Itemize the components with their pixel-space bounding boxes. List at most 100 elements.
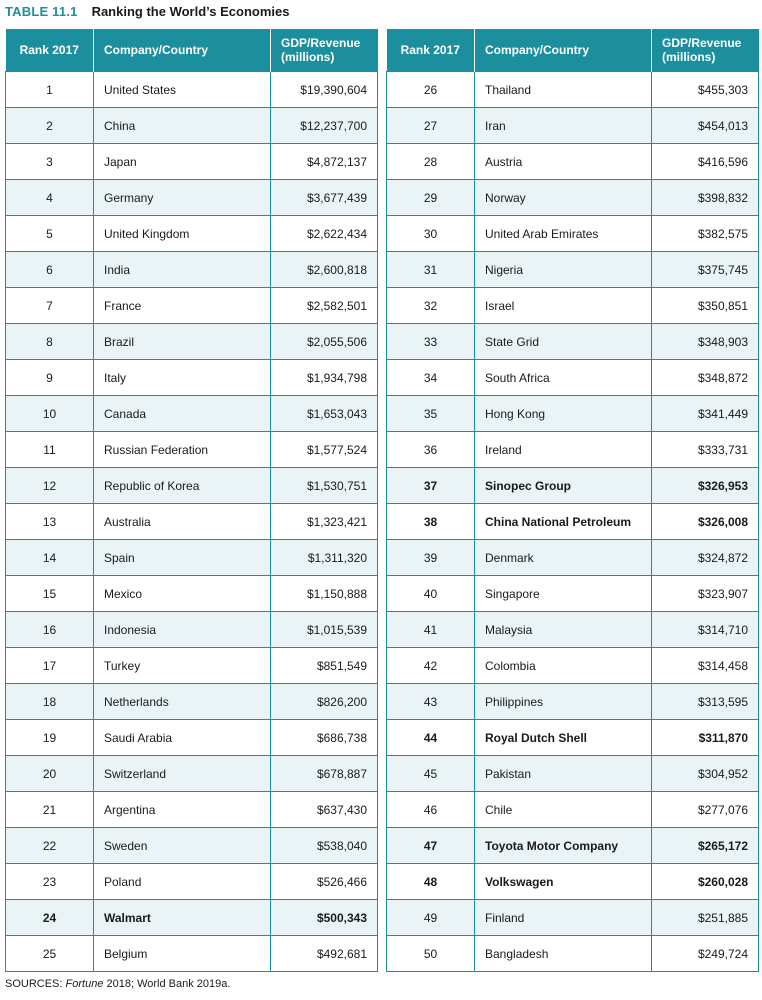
rank-cell: 16 xyxy=(5,611,94,648)
rank-cell: 33 xyxy=(386,323,475,360)
name-cell: United Arab Emirates xyxy=(474,215,652,252)
name-cell: Royal Dutch Shell xyxy=(474,719,652,756)
rank-cell: 37 xyxy=(386,467,475,504)
table-row: 14 Spain $1,311,320 xyxy=(5,539,378,576)
value-cell: $1,150,888 xyxy=(270,575,378,612)
table-row: 19 Saudi Arabia $686,738 xyxy=(5,719,378,756)
value-cell: $3,677,439 xyxy=(270,179,378,216)
name-cell: Philippines xyxy=(474,683,652,720)
name-cell: China National Petroleum xyxy=(474,503,652,540)
value-cell: $1,653,043 xyxy=(270,395,378,432)
value-cell: $313,595 xyxy=(651,683,759,720)
name-cell: Mexico xyxy=(93,575,271,612)
rank-cell: 23 xyxy=(5,863,94,900)
header-rank: Rank 2017 xyxy=(386,29,475,72)
table-row: 31 Nigeria $375,745 xyxy=(386,251,759,288)
value-cell: $265,172 xyxy=(651,827,759,864)
name-cell: Malaysia xyxy=(474,611,652,648)
sources-publication: Fortune xyxy=(65,978,104,990)
name-cell: United Kingdom xyxy=(93,215,271,252)
table-row: 35 Hong Kong $341,449 xyxy=(386,395,759,432)
value-cell: $350,851 xyxy=(651,287,759,324)
table-row: 49 Finland $251,885 xyxy=(386,899,759,936)
rank-cell: 17 xyxy=(5,647,94,684)
value-cell: $492,681 xyxy=(270,935,378,972)
sources-prefix: SOURCES: xyxy=(5,978,66,990)
table-row: 25 Belgium $492,681 xyxy=(5,935,378,972)
rank-cell: 38 xyxy=(386,503,475,540)
table-row: 43 Philippines $313,595 xyxy=(386,683,759,720)
name-cell: Russian Federation xyxy=(93,431,271,468)
name-cell: Singapore xyxy=(474,575,652,612)
table-row: 7 France $2,582,501 xyxy=(5,287,378,324)
table-row: 47 Toyota Motor Company $265,172 xyxy=(386,827,759,864)
rank-cell: 26 xyxy=(386,71,475,108)
value-cell: $455,303 xyxy=(651,71,759,108)
rank-cell: 4 xyxy=(5,179,94,216)
rank-cell: 12 xyxy=(5,467,94,504)
value-cell: $826,200 xyxy=(270,683,378,720)
table-body-left: 1 United States $19,390,604 2 China $12,237,7… xyxy=(5,71,378,972)
name-cell: Chile xyxy=(474,791,652,828)
table-row: 3 Japan $4,872,137 xyxy=(5,143,378,180)
table-row: 5 United Kingdom $2,622,434 xyxy=(5,215,378,252)
name-cell: India xyxy=(93,251,271,288)
value-cell: $375,745 xyxy=(651,251,759,288)
rank-cell: 41 xyxy=(386,611,475,648)
name-cell: Indonesia xyxy=(93,611,271,648)
name-cell: France xyxy=(93,287,271,324)
rank-cell: 3 xyxy=(5,143,94,180)
table-row: 38 China National Petroleum $326,008 xyxy=(386,503,759,540)
header-value-line1: GDP/Revenue xyxy=(281,36,361,50)
name-cell: Switzerland xyxy=(93,755,271,792)
value-cell: $2,600,818 xyxy=(270,251,378,288)
table-row: 20 Switzerland $678,887 xyxy=(5,755,378,792)
name-cell: United States xyxy=(93,71,271,108)
table-row: 18 Netherlands $826,200 xyxy=(5,683,378,720)
value-cell: $526,466 xyxy=(270,863,378,900)
rank-cell: 31 xyxy=(386,251,475,288)
table-row: 9 Italy $1,934,798 xyxy=(5,359,378,396)
table-row: 4 Germany $3,677,439 xyxy=(5,179,378,216)
value-cell: $398,832 xyxy=(651,179,759,216)
table-row: 1 United States $19,390,604 xyxy=(5,71,378,108)
table-row: 28 Austria $416,596 xyxy=(386,143,759,180)
rank-cell: 14 xyxy=(5,539,94,576)
table-row: 8 Brazil $2,055,506 xyxy=(5,323,378,360)
header-row: Rank 2017 Company/Country GDP/Revenue (mi… xyxy=(386,29,759,72)
name-cell: Spain xyxy=(93,539,271,576)
rank-cell: 25 xyxy=(5,935,94,972)
table-row: 13 Australia $1,323,421 xyxy=(5,503,378,540)
name-cell: South Africa xyxy=(474,359,652,396)
table-row: 41 Malaysia $314,710 xyxy=(386,611,759,648)
table-row: 17 Turkey $851,549 xyxy=(5,647,378,684)
rank-cell: 44 xyxy=(386,719,475,756)
value-cell: $341,449 xyxy=(651,395,759,432)
value-cell: $1,311,320 xyxy=(270,539,378,576)
value-cell: $2,582,501 xyxy=(270,287,378,324)
value-cell: $500,343 xyxy=(270,899,378,936)
rank-cell: 27 xyxy=(386,107,475,144)
table-row: 12 Republic of Korea $1,530,751 xyxy=(5,467,378,504)
rank-cell: 18 xyxy=(5,683,94,720)
table-row: 46 Chile $277,076 xyxy=(386,791,759,828)
name-cell: Norway xyxy=(474,179,652,216)
table-row: 40 Singapore $323,907 xyxy=(386,575,759,612)
rank-cell: 42 xyxy=(386,647,475,684)
header-value-line2: (millions) xyxy=(662,50,716,64)
name-cell: Austria xyxy=(474,143,652,180)
name-cell: Pakistan xyxy=(474,755,652,792)
name-cell: Saudi Arabia xyxy=(93,719,271,756)
value-cell: $12,237,700 xyxy=(270,107,378,144)
name-cell: State Grid xyxy=(474,323,652,360)
value-cell: $637,430 xyxy=(270,791,378,828)
value-cell: $323,907 xyxy=(651,575,759,612)
table-row: 32 Israel $350,851 xyxy=(386,287,759,324)
table-row: 21 Argentina $637,430 xyxy=(5,791,378,828)
rank-cell: 48 xyxy=(386,863,475,900)
table-row: 45 Pakistan $304,952 xyxy=(386,755,759,792)
name-cell: Republic of Korea xyxy=(93,467,271,504)
name-cell: Nigeria xyxy=(474,251,652,288)
table-caption: Ranking the World’s Economies xyxy=(91,3,290,19)
value-cell: $19,390,604 xyxy=(270,71,378,108)
